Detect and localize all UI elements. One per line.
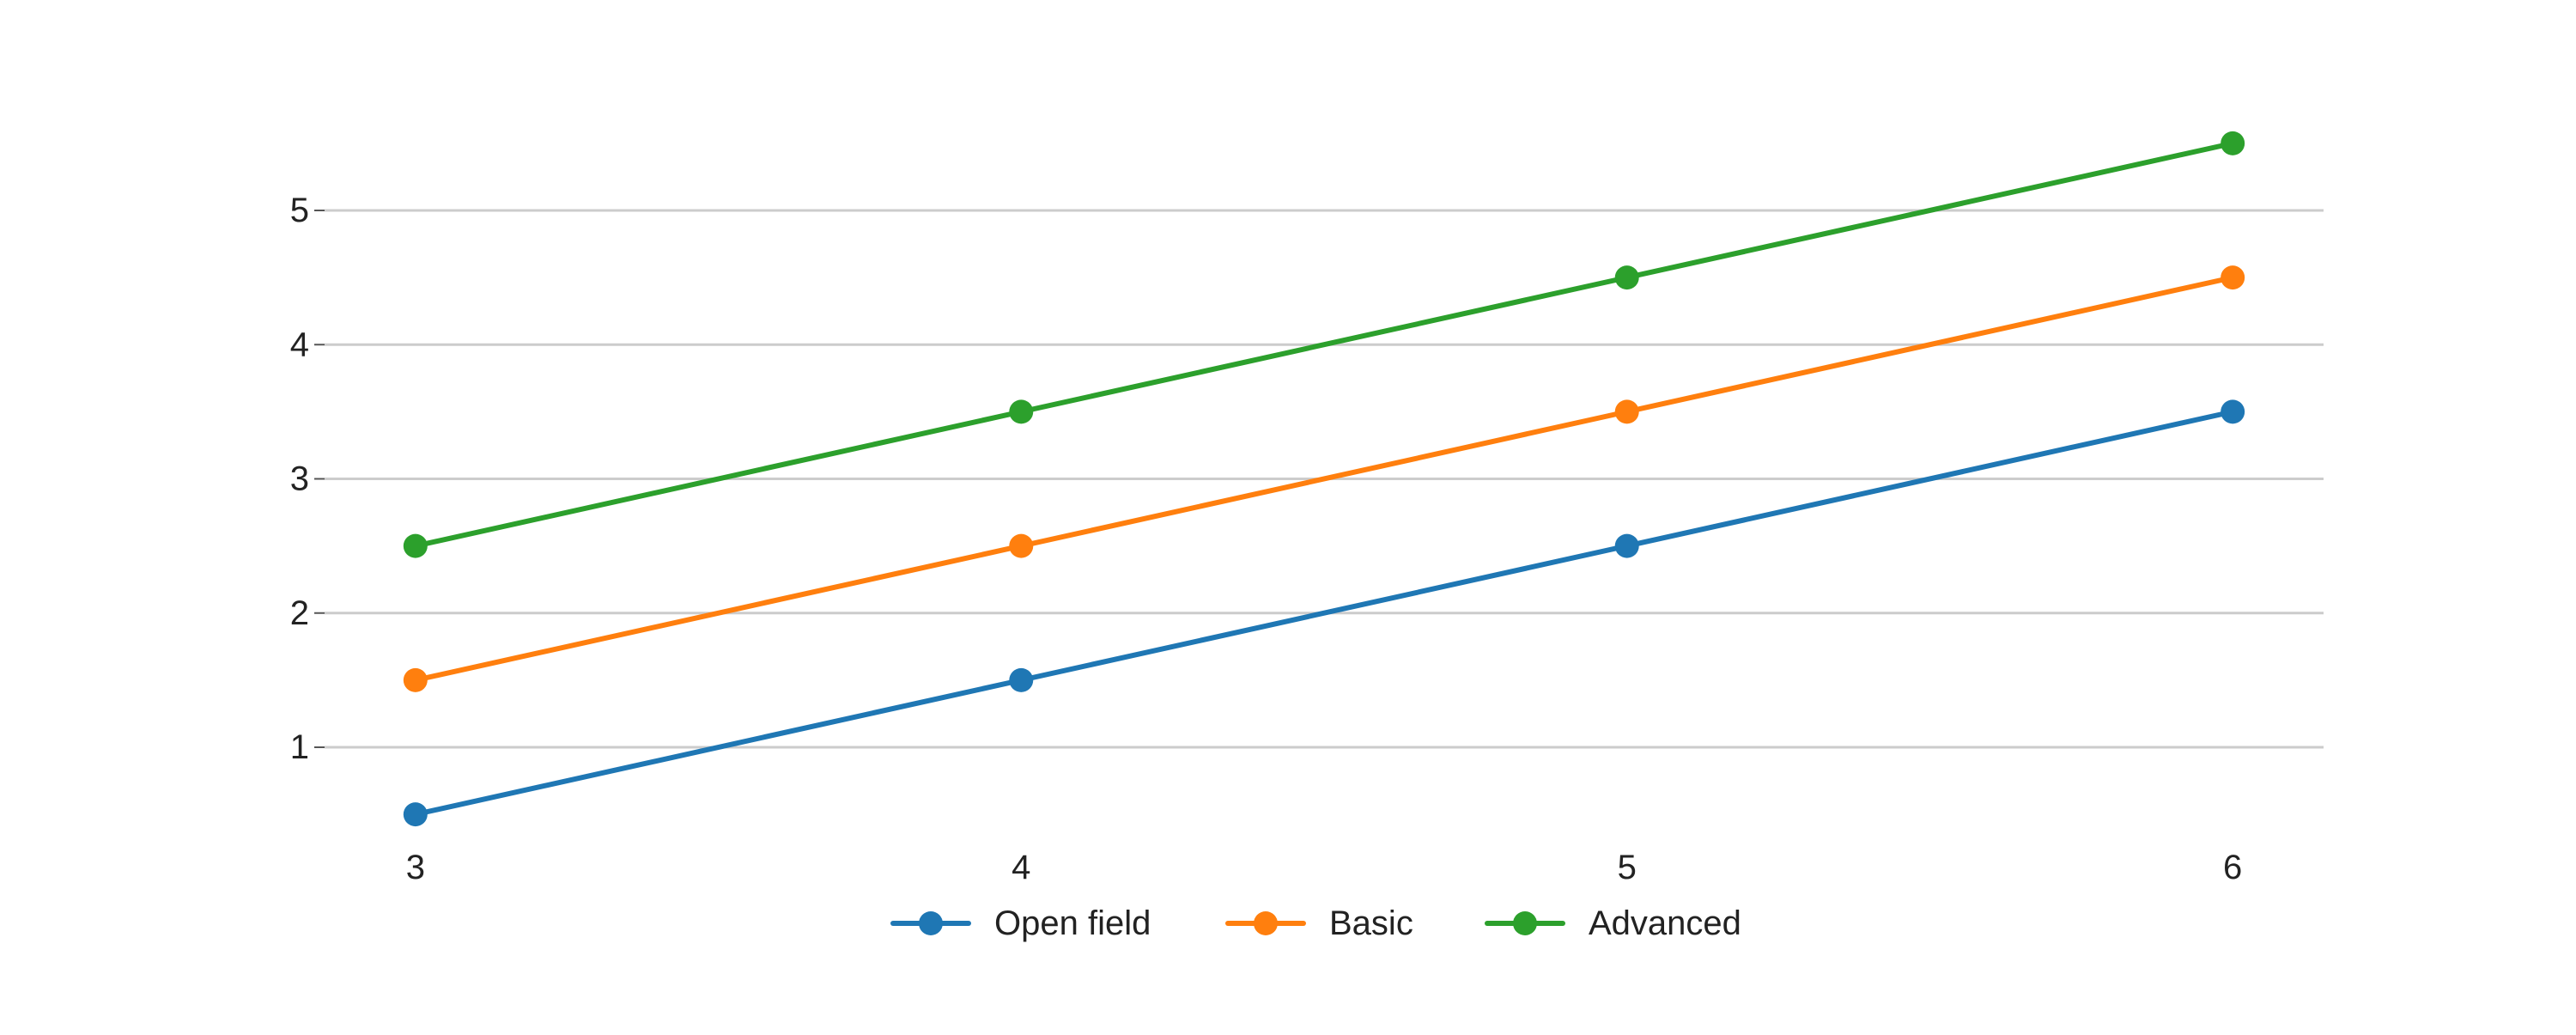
- data-point: [2221, 131, 2245, 155]
- legend-label: Advanced: [1589, 904, 1741, 942]
- data-point: [1009, 533, 1034, 558]
- data-point: [403, 802, 428, 827]
- data-point: [1009, 399, 1034, 424]
- series-open-field: [403, 399, 2245, 827]
- legend-item: Advanced: [1485, 904, 1741, 942]
- series-advanced: [403, 131, 2245, 558]
- data-point: [1614, 265, 1639, 290]
- data-point: [2221, 399, 2245, 424]
- legend-marker: [1254, 911, 1278, 935]
- y-tick-label: 3: [290, 460, 309, 498]
- data-point: [1614, 399, 1639, 424]
- y-tick-label: 4: [290, 326, 309, 363]
- data-point: [2221, 265, 2245, 290]
- series-line: [412, 275, 2236, 683]
- data-point: [1614, 533, 1639, 558]
- y-tick-label: 1: [290, 728, 309, 766]
- x-tick-label: 5: [1618, 849, 1637, 886]
- legend-label: Basic: [1329, 904, 1413, 942]
- series-group: [403, 131, 2245, 827]
- x-tick-label: 6: [2223, 849, 2242, 886]
- x-axis-ticks: 3 4 5 6: [406, 849, 2243, 886]
- data-point: [403, 667, 428, 692]
- data-point: [1009, 667, 1034, 692]
- series-basic: [403, 265, 2245, 692]
- series-line: [412, 140, 2236, 549]
- legend-item: Basic: [1225, 904, 1413, 942]
- legend-item: Open field: [890, 904, 1151, 942]
- y-tick-label: 2: [290, 594, 309, 632]
- series-line: [412, 409, 2236, 818]
- data-point: [403, 533, 428, 558]
- legend-marker: [919, 911, 943, 935]
- legend-label: Open field: [994, 904, 1151, 942]
- legend: Open field Basic Advanced: [890, 904, 1741, 942]
- x-tick-label: 4: [1012, 849, 1030, 886]
- y-axis-ticks: 1 2 3 4 5: [290, 192, 325, 766]
- x-tick-label: 3: [406, 849, 425, 886]
- legend-marker: [1513, 911, 1537, 935]
- y-tick-label: 5: [290, 192, 309, 229]
